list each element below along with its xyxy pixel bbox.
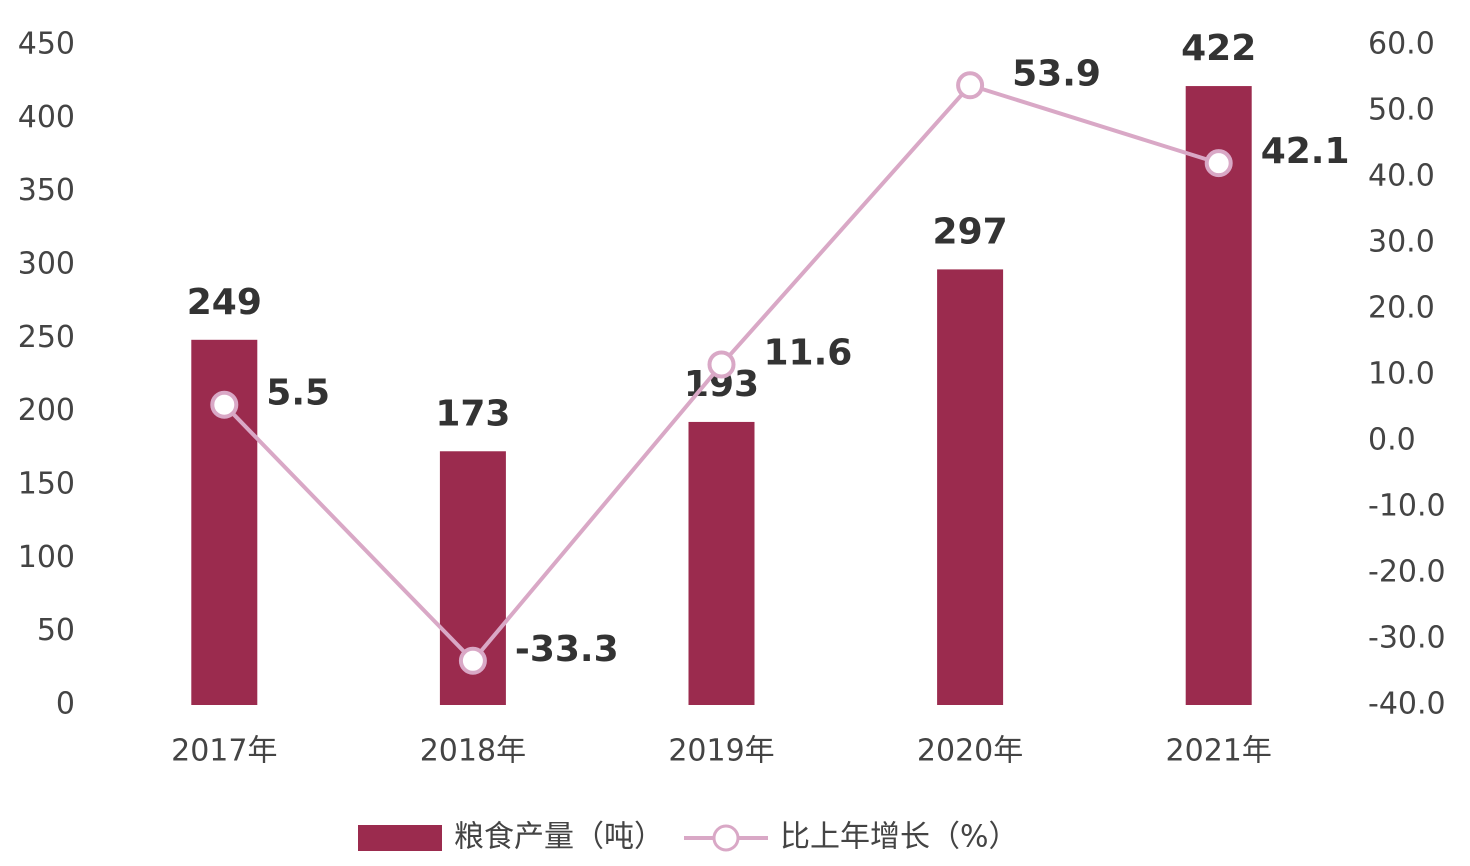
y2-tick-label: -30.0 <box>1368 621 1446 656</box>
y-tick-label: 150 <box>18 467 75 502</box>
legend-marker <box>712 824 740 852</box>
line-marker <box>707 350 736 379</box>
x-tick-label: 2018年 <box>420 734 526 769</box>
bar-value-label: 422 <box>1181 28 1256 69</box>
line-marker <box>458 646 487 675</box>
line-marker <box>956 71 985 100</box>
y-tick-label: 350 <box>18 173 75 208</box>
bar-value-label: 173 <box>435 393 510 434</box>
y-tick-label: 50 <box>37 613 75 648</box>
y-tick-label: 200 <box>18 393 75 428</box>
y2-tick-label: 30.0 <box>1368 225 1435 260</box>
y-tick-label: 250 <box>18 320 75 355</box>
y2-tick-label: 50.0 <box>1368 93 1435 128</box>
bar <box>1185 86 1252 706</box>
y-tick-label: 100 <box>18 540 75 575</box>
line-value-label: 53.9 <box>1012 53 1101 94</box>
legend-swatch <box>358 825 442 851</box>
y2-tick-label: 0.0 <box>1368 423 1416 458</box>
y2-tick-label: -20.0 <box>1368 555 1446 590</box>
y2-tick-label: -40.0 <box>1368 687 1446 722</box>
x-tick-label: 2021年 <box>1166 734 1272 769</box>
y2-tick-label: 60.0 <box>1368 27 1435 62</box>
x-tick-label: 2019年 <box>668 734 774 769</box>
y-tick-label: 400 <box>18 100 75 135</box>
line-marker <box>210 390 239 419</box>
legend-label: 粮食产量（吨） <box>454 820 664 855</box>
x-tick-label: 2020年 <box>917 734 1023 769</box>
y-tick-label: 450 <box>18 27 75 62</box>
line-marker <box>1204 149 1233 178</box>
bar-value-label: 249 <box>187 282 262 323</box>
bar <box>688 421 755 705</box>
y2-tick-label: 40.0 <box>1368 159 1435 194</box>
x-tick-label: 2017年 <box>171 734 277 769</box>
line-value-label: 42.1 <box>1261 131 1350 172</box>
line-value-label: 11.6 <box>764 332 853 373</box>
legend-label: 比上年增长（%） <box>780 820 1019 855</box>
y-tick-label: 300 <box>18 247 75 282</box>
bar <box>937 269 1004 705</box>
y2-tick-label: -10.0 <box>1368 489 1446 524</box>
bar-value-label: 297 <box>933 211 1008 252</box>
line-value-label: 5.5 <box>266 373 330 414</box>
line-value-label: -33.3 <box>515 629 619 670</box>
y2-tick-label: 20.0 <box>1368 291 1435 326</box>
y-tick-label: 0 <box>56 687 75 722</box>
y2-tick-label: 10.0 <box>1368 357 1435 392</box>
